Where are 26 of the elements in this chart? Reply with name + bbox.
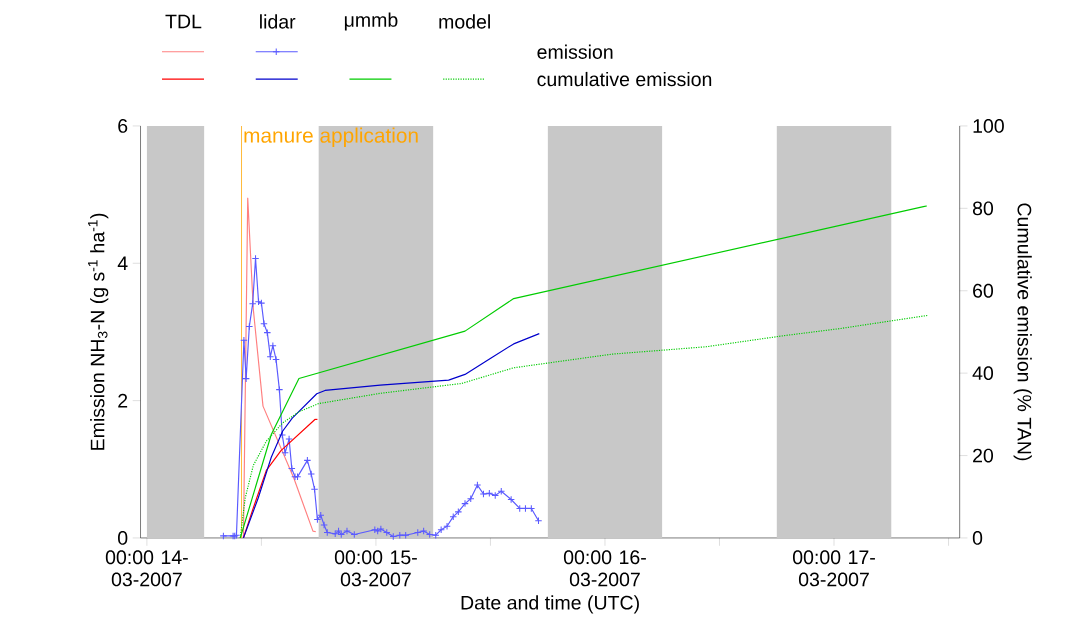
text: emission bbox=[537, 44, 613, 59]
text: model bbox=[439, 14, 490, 29]
x-tick-label: 00:00 17-03-2007 bbox=[792, 550, 875, 587]
y2-axis-title: Cumulative emission (% TAN) bbox=[1013, 203, 1032, 460]
line-series bbox=[242, 332, 540, 538]
y-tick-label: 0 bbox=[118, 530, 128, 545]
x-tick-label: 00:00 14-03-2007 bbox=[105, 550, 188, 587]
text: lidar bbox=[260, 14, 296, 29]
x-tick-label: 00:00 15-03-2007 bbox=[334, 550, 417, 587]
y2-tick-label: 40 bbox=[972, 366, 994, 380]
text: cumulative emission bbox=[537, 71, 712, 87]
y2-tick-label: 60 bbox=[973, 283, 994, 298]
y-tick-label: 6 bbox=[118, 118, 128, 133]
y-axis-title: Emission NH$_{3}$-N (g s$^{-1}$ ha$^{-1}$) bbox=[88, 213, 109, 450]
text: μmmb bbox=[344, 12, 398, 31]
y-tick-label: 2 bbox=[118, 393, 128, 408]
y-tick-label: 4 bbox=[117, 256, 128, 270]
y2-tick-label: 0 bbox=[972, 530, 983, 545]
text: TDL bbox=[165, 14, 202, 28]
y2-tick-label: 20 bbox=[973, 448, 994, 463]
x-tick-label: 00:00 16-03-2007 bbox=[563, 550, 646, 587]
ref-line-label: manure application bbox=[244, 127, 418, 147]
y2-tick-label: 100 bbox=[973, 118, 1004, 133]
y2-tick-label: 80 bbox=[972, 201, 994, 216]
line-series bbox=[242, 197, 317, 538]
x-axis-title: Date and time (UTC) bbox=[461, 595, 639, 614]
